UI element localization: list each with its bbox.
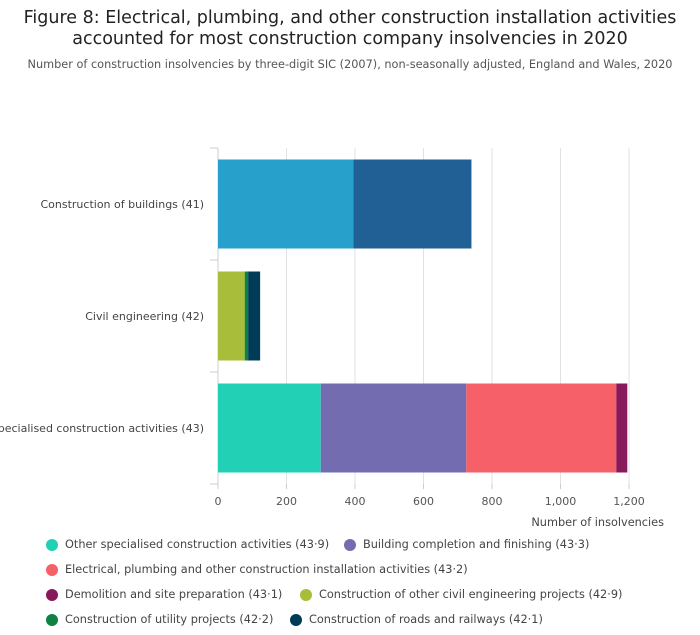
stacked-bar-chart: Construction of buildings (41) Civil engi…	[0, 147, 664, 529]
bar-segment	[320, 383, 467, 473]
x-tick-label: 200	[276, 495, 297, 508]
legend-swatch-icon	[300, 588, 312, 601]
legend-swatch-icon	[46, 588, 58, 601]
legend-item[interactable]: Construction of utility projects (42·2)	[46, 613, 273, 626]
legend-label: Construction of other civil engineering …	[319, 588, 623, 601]
legend-item[interactable]: Construction of roads and railways (42·1…	[290, 613, 543, 626]
legend-label: Electrical, plumbing and other construct…	[65, 563, 468, 576]
x-tick-label: 1,000	[545, 495, 577, 508]
x-tick-label: 800	[482, 495, 503, 508]
y-tick-label: Civil engineering (42)	[85, 310, 204, 323]
legend-label: Construction of roads and railways (42·1…	[309, 613, 543, 626]
bar-segment	[244, 271, 249, 361]
x-tick-label: 600	[413, 495, 434, 508]
bar-segment	[218, 383, 321, 473]
legend-item[interactable]: Construction of other civil engineering …	[300, 588, 622, 601]
bar-segment	[218, 159, 354, 249]
legend-label: Demolition and site preparation (43·1)	[65, 588, 283, 601]
bar-segment	[218, 271, 245, 361]
x-tick-label: 0	[215, 495, 222, 508]
legend-item[interactable]: Demolition and site preparation (43·1)	[46, 588, 282, 601]
legend-label: Building completion and finishing (43·3)	[363, 538, 590, 551]
x-axis-title: Number of insolvencies	[531, 516, 664, 529]
legend-swatch-icon	[46, 613, 58, 626]
chart-title: Figure 8: Electrical, plumbing, and othe…	[0, 8, 700, 50]
legend-label: Other specialised construction activitie…	[65, 538, 330, 551]
bar-segment	[616, 383, 628, 473]
y-tick-label: Construction of buildings (41)	[40, 198, 204, 211]
legend-label: Construction of utility projects (42·2)	[65, 613, 274, 626]
x-tick-label: 400	[345, 495, 366, 508]
bar-segment	[353, 159, 472, 249]
chart-title-line-1: Figure 8: Electrical, plumbing, and othe…	[23, 8, 677, 28]
bar-segment	[248, 271, 261, 361]
x-tick-label: 1,200	[613, 495, 645, 508]
legend-item[interactable]: Other specialised construction activitie…	[46, 538, 329, 551]
chart-title-line-2: accounted for most construction company …	[72, 29, 628, 49]
legend-swatch-icon	[46, 538, 58, 551]
bar-segment	[466, 383, 617, 473]
legend-item[interactable]: Electrical, plumbing and other construct…	[46, 563, 468, 576]
legend-swatch-icon	[46, 563, 58, 576]
legend-swatch-icon	[290, 613, 302, 626]
chart-subtitle: Number of construction insolvencies by t…	[27, 58, 673, 71]
legend-item[interactable]: Building completion and finishing (43·3)	[344, 538, 589, 551]
y-tick-label: Specialised construction activities (43)	[0, 422, 204, 435]
legend-swatch-icon	[344, 538, 356, 551]
